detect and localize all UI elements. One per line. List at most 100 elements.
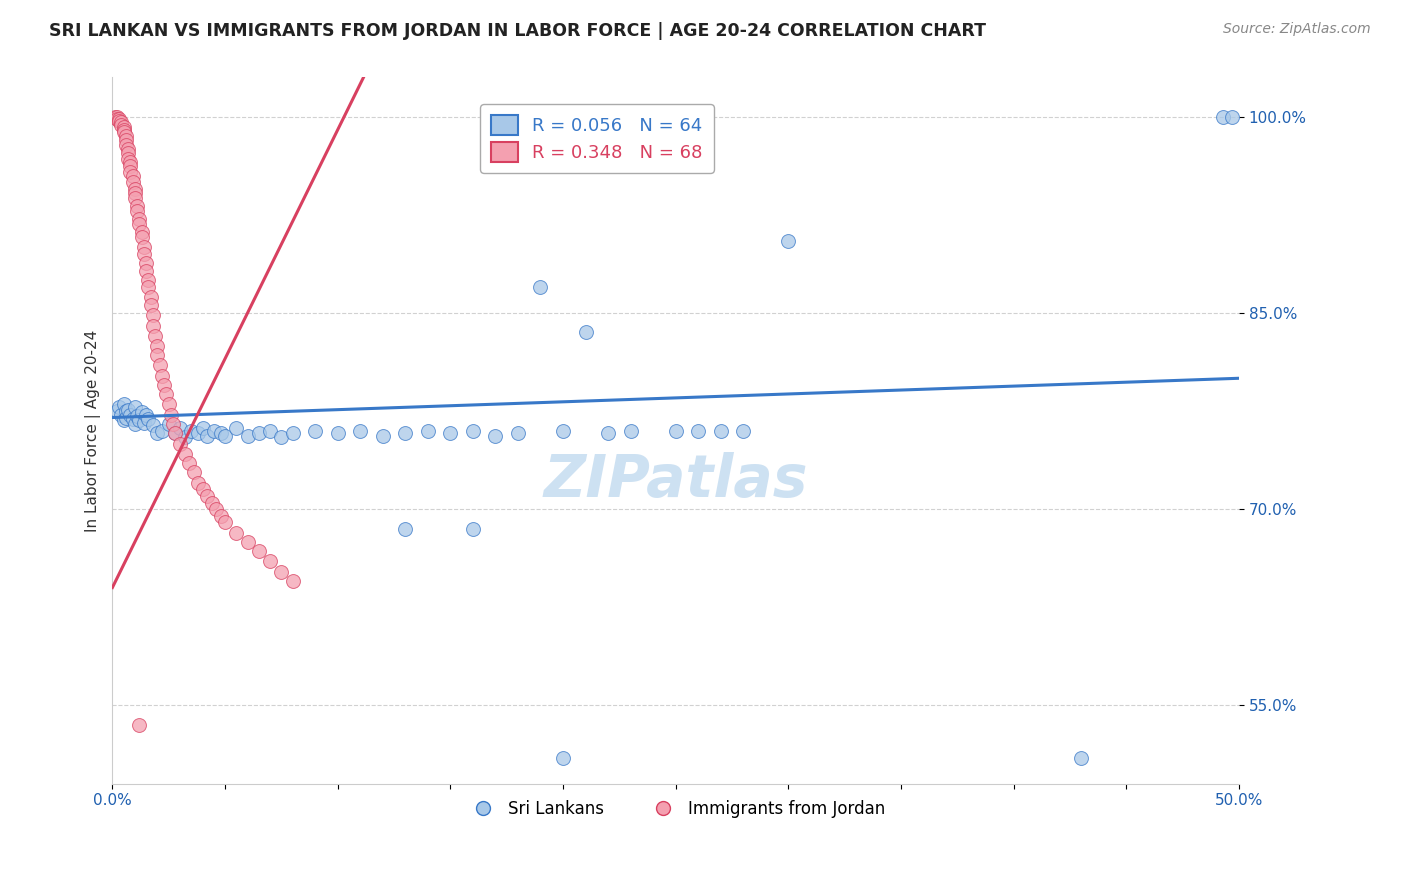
Point: [128, 211, 150, 226]
Point: [205, 502, 228, 516]
Point: [149, 358, 172, 372]
Point: [162, 417, 184, 431]
Legend: Sri Lankans, Immigrants from Jordan: Sri Lankans, Immigrants from Jordan: [460, 794, 891, 825]
Point: [104, 110, 127, 124]
Point: [132, 416, 155, 430]
Point: [135, 256, 157, 270]
Point: [117, 146, 139, 161]
Text: ZIPatlas: ZIPatlas: [543, 451, 808, 508]
Point: [778, 234, 800, 248]
Point: [139, 290, 162, 304]
Point: [142, 418, 165, 433]
Point: [169, 421, 191, 435]
Point: [247, 544, 270, 558]
Point: [202, 424, 225, 438]
Point: [209, 508, 232, 523]
Point: [142, 309, 165, 323]
Point: [710, 424, 733, 438]
Point: [195, 429, 218, 443]
Point: [529, 279, 551, 293]
Point: [484, 429, 506, 443]
Point: [214, 429, 236, 443]
Point: [506, 426, 529, 441]
Point: [439, 426, 461, 441]
Point: [209, 426, 232, 441]
Point: [173, 447, 195, 461]
Point: [733, 424, 755, 438]
Point: [146, 348, 169, 362]
Point: [236, 429, 259, 443]
Point: [326, 426, 349, 441]
Point: [128, 413, 150, 427]
Point: [150, 368, 173, 383]
Point: [173, 430, 195, 444]
Point: [551, 424, 574, 438]
Point: [1070, 750, 1092, 764]
Point: [117, 402, 139, 417]
Point: [153, 377, 176, 392]
Point: [270, 565, 292, 579]
Point: [115, 404, 138, 418]
Point: [150, 424, 173, 438]
Point: [120, 160, 142, 174]
Point: [259, 554, 281, 568]
Point: [121, 412, 143, 426]
Y-axis label: In Labor Force | Age 20-24: In Labor Force | Age 20-24: [86, 329, 101, 532]
Point: [131, 230, 153, 244]
Point: [112, 413, 135, 427]
Point: [461, 424, 484, 438]
Point: [131, 405, 153, 419]
Point: [127, 409, 149, 424]
Point: [461, 522, 484, 536]
Point: [124, 186, 146, 200]
Point: [105, 112, 128, 127]
Point: [574, 326, 596, 340]
Point: [200, 495, 222, 509]
Text: SRI LANKAN VS IMMIGRANTS FROM JORDAN IN LABOR FORCE | AGE 20-24 CORRELATION CHAR: SRI LANKAN VS IMMIGRANTS FROM JORDAN IN …: [49, 22, 986, 40]
Point: [146, 426, 169, 441]
Point: [124, 191, 146, 205]
Point: [281, 574, 304, 588]
Point: [236, 534, 259, 549]
Point: [121, 169, 143, 183]
Point: [127, 199, 149, 213]
Point: [225, 525, 247, 540]
Point: [160, 408, 183, 422]
Point: [180, 424, 202, 438]
Point: [117, 152, 139, 166]
Point: [225, 421, 247, 435]
Point: [132, 240, 155, 254]
Point: [143, 329, 166, 343]
Point: [371, 429, 394, 443]
Point: [416, 424, 439, 438]
Point: [187, 475, 209, 490]
Point: [127, 203, 149, 218]
Point: [259, 424, 281, 438]
Point: [128, 718, 150, 732]
Point: [394, 522, 416, 536]
Point: [688, 424, 710, 438]
Point: [132, 247, 155, 261]
Point: [138, 279, 160, 293]
Point: [108, 400, 131, 414]
Point: [112, 397, 135, 411]
Point: [138, 412, 160, 426]
Point: [394, 426, 416, 441]
Point: [191, 483, 214, 497]
Text: Source: ZipAtlas.com: Source: ZipAtlas.com: [1223, 22, 1371, 37]
Point: [165, 426, 187, 441]
Point: [304, 424, 326, 438]
Point: [247, 426, 270, 441]
Point: [120, 155, 142, 169]
Point: [177, 456, 200, 470]
Point: [108, 113, 131, 128]
Point: [117, 142, 139, 156]
Point: [165, 426, 187, 441]
Point: [135, 264, 157, 278]
Point: [270, 430, 292, 444]
Point: [105, 110, 128, 124]
Point: [110, 408, 132, 422]
Point: [155, 387, 177, 401]
Point: [142, 318, 165, 333]
Point: [124, 181, 146, 195]
